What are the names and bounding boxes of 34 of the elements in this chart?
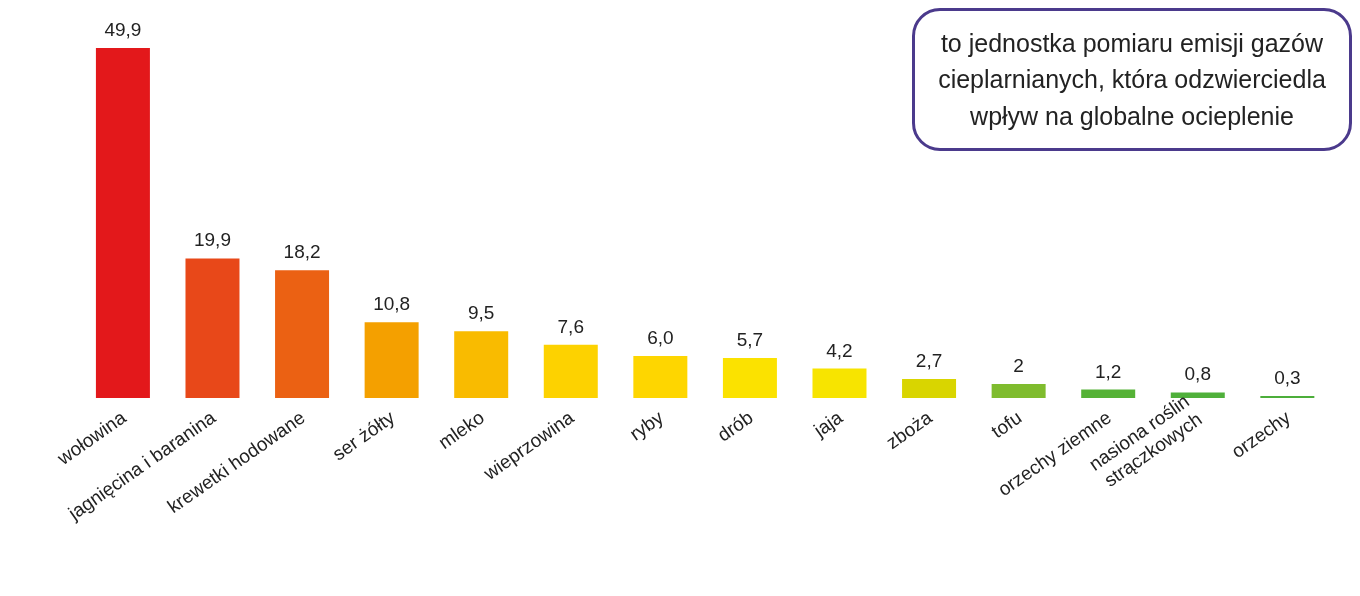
bar <box>902 379 957 398</box>
bar <box>1170 392 1225 398</box>
data-label: 2,7 <box>915 350 943 372</box>
data-label: 49,9 <box>104 19 142 40</box>
data-label: 9,5 <box>467 302 495 324</box>
bar <box>364 322 419 398</box>
data-label: 1,2 <box>1094 360 1122 382</box>
annotation: to jednostka pomiaru emisji gazów cieplarnianych, która odzwierciedla wpływ na globalne ocieplenie <box>937 28 1327 132</box>
x-tick-label: jaja <box>809 406 847 442</box>
bar <box>991 383 1046 398</box>
bar <box>454 331 509 398</box>
bar <box>812 368 867 398</box>
data-label: 0,3 <box>1274 366 1301 388</box>
data-label: 2 <box>1013 354 1024 376</box>
data-label: 19,9 <box>193 229 231 251</box>
x-tick-label: ryby <box>625 406 668 445</box>
data-label: 6,0 <box>647 326 674 348</box>
data-label: 18,2 <box>283 241 321 263</box>
bar <box>275 270 330 398</box>
data-label: 4,2 <box>826 339 853 361</box>
bar <box>185 258 240 398</box>
data-label: 0,8 <box>1184 363 1211 385</box>
x-tick-label: tofu <box>987 406 1026 443</box>
bar <box>1260 395 1315 398</box>
bar <box>633 355 688 398</box>
data-label: 10,8 <box>373 293 411 315</box>
data-label: 5,7 <box>736 329 764 351</box>
x-tick-label: ser żółty <box>328 406 399 465</box>
bar <box>95 48 150 398</box>
x-tick-label: drób <box>713 406 757 446</box>
data-label: 7,6 <box>557 315 584 337</box>
bar <box>1081 389 1136 398</box>
bar <box>722 358 777 398</box>
bar <box>543 344 598 398</box>
